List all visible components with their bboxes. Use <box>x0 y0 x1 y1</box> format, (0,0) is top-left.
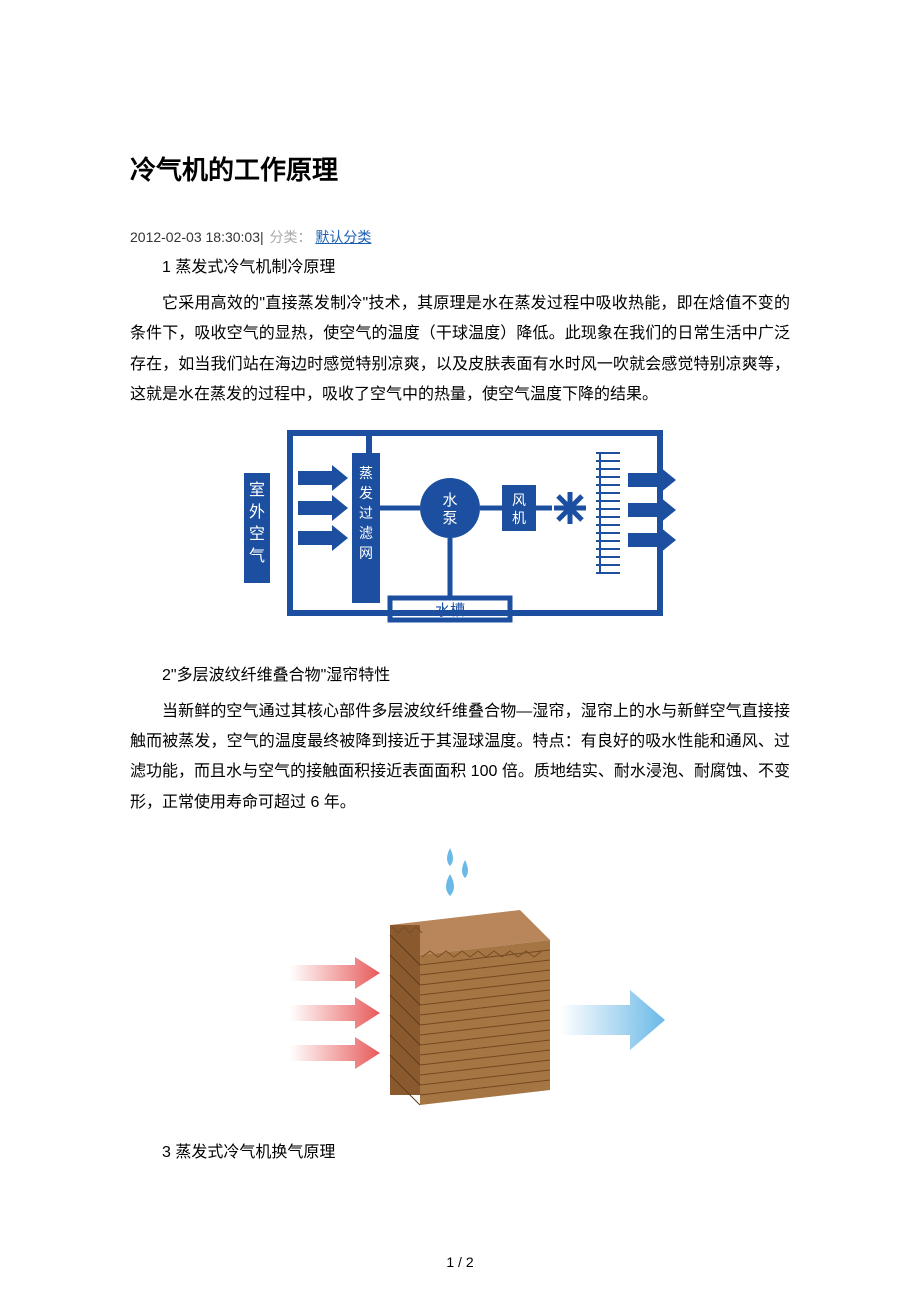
section-1-para: 它采用高效的"直接蒸发制冷"技术，其原理是水在蒸发过程中吸收热能，即在焓值不变的… <box>130 289 790 411</box>
page-title: 冷气机的工作原理 <box>130 150 790 187</box>
svg-text:滤: 滤 <box>359 525 373 541</box>
section-2-head: 2"多层波纹纤维叠合物"湿帘特性 <box>130 661 790 685</box>
hot-air-arrows <box>290 957 380 1069</box>
svg-text:机: 机 <box>512 510 526 526</box>
page-number: 1 <box>446 1254 454 1270</box>
svg-text:水: 水 <box>442 492 457 509</box>
page-footer: 1 / 2 <box>0 1254 920 1270</box>
svg-text:外: 外 <box>249 503 265 521</box>
svg-text:过: 过 <box>359 505 373 521</box>
svg-text:空: 空 <box>249 525 265 543</box>
svg-text:发: 发 <box>359 485 373 501</box>
inlet-arrows <box>298 465 348 551</box>
category-label: 分类： <box>270 229 312 245</box>
outlet-arrows <box>628 467 676 553</box>
svg-text:风: 风 <box>512 492 526 508</box>
cold-air-arrow <box>560 990 665 1050</box>
page-total: 2 <box>466 1254 474 1270</box>
water-drops-icon <box>446 848 468 896</box>
evaporative-pad <box>390 910 550 1105</box>
outlet-grille <box>596 453 620 573</box>
section-1-head: 1 蒸发式冷气机制冷原理 <box>130 253 790 277</box>
impeller-icon <box>554 492 586 524</box>
diagram-cooling-principle: 室 外 空 气 蒸 发 过 滤 网 水 泵 <box>130 423 790 643</box>
diagram-wet-curtain <box>130 830 790 1120</box>
post-datetime: 2012-02-03 18:30:03 <box>130 229 260 245</box>
svg-text:网: 网 <box>359 545 373 561</box>
svg-text:气: 气 <box>249 547 265 565</box>
svg-text:蒸: 蒸 <box>359 465 373 481</box>
section-3-head: 3 蒸发式冷气机换气原理 <box>130 1138 790 1162</box>
section-2-para: 当新鲜的空气通过其核心部件多层波纹纤维叠合物—湿帘，湿帘上的水与新鲜空气直接接触… <box>130 697 790 819</box>
category-link[interactable]: 默认分类 <box>315 229 371 245</box>
tank-label: 水槽 <box>435 602 465 619</box>
outside-air-char: 室 <box>249 481 265 499</box>
post-meta: 2012-02-03 18:30:03| 分类： 默认分类 <box>130 227 790 247</box>
svg-text:泵: 泵 <box>442 510 457 527</box>
